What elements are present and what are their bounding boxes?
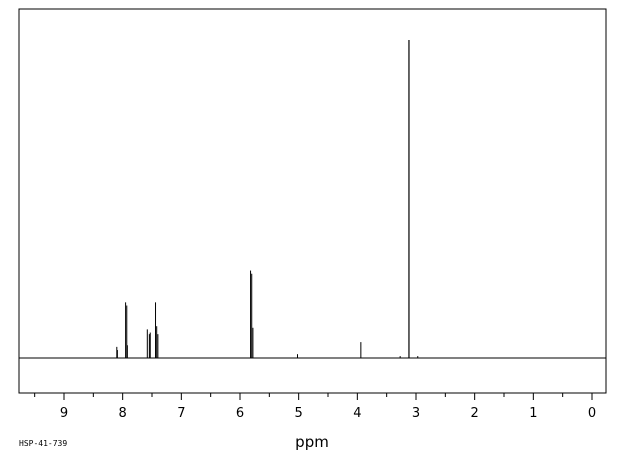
x-tick-label: 3 bbox=[412, 406, 420, 421]
major-ticks bbox=[63, 393, 593, 400]
x-tick-label: 0 bbox=[588, 406, 596, 421]
x-axis-title: ppm bbox=[295, 433, 329, 451]
spectrum-peaks bbox=[116, 40, 419, 358]
tick-labels: 9 8 7 6 5 4 3 2 1 0 bbox=[60, 406, 596, 421]
minor-ticks bbox=[34, 393, 564, 397]
x-tick-label: 7 bbox=[177, 406, 185, 421]
x-tick-label: 9 bbox=[60, 406, 68, 421]
x-tick-label: 1 bbox=[529, 406, 537, 421]
x-tick-label: 4 bbox=[353, 406, 361, 421]
x-tick-label: 8 bbox=[119, 406, 127, 421]
x-tick-label: 2 bbox=[471, 406, 479, 421]
sample-id-label: HSP-41-739 bbox=[19, 439, 67, 448]
x-tick-label: 6 bbox=[236, 406, 244, 421]
plot-frame bbox=[18, 8, 607, 394]
x-tick-label: 5 bbox=[295, 406, 303, 421]
